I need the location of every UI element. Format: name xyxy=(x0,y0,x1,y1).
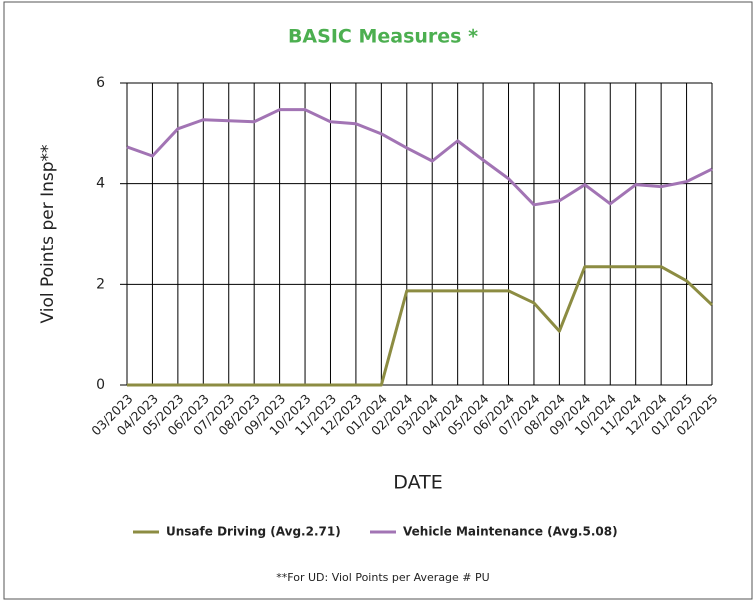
y-tick-label: 6 xyxy=(96,75,105,91)
legend-label: Unsafe Driving (Avg.2.71) xyxy=(166,525,341,539)
legend-label: Vehicle Maintenance (Avg.5.08) xyxy=(403,525,618,539)
y-tick-label: 2 xyxy=(96,276,105,292)
series-line xyxy=(126,108,713,207)
chart-title: BASIC Measures * xyxy=(288,26,478,48)
y-tick-label: 0 xyxy=(96,377,105,393)
y-tick-label: 4 xyxy=(96,176,105,192)
x-axis-label: DATE xyxy=(393,472,442,494)
series-line xyxy=(127,265,714,387)
y-axis-label: Viol Points per Insp** xyxy=(38,144,58,323)
footnote: **For UD: Viol Points per Average # PU xyxy=(276,571,489,584)
frame xyxy=(3,1,753,600)
